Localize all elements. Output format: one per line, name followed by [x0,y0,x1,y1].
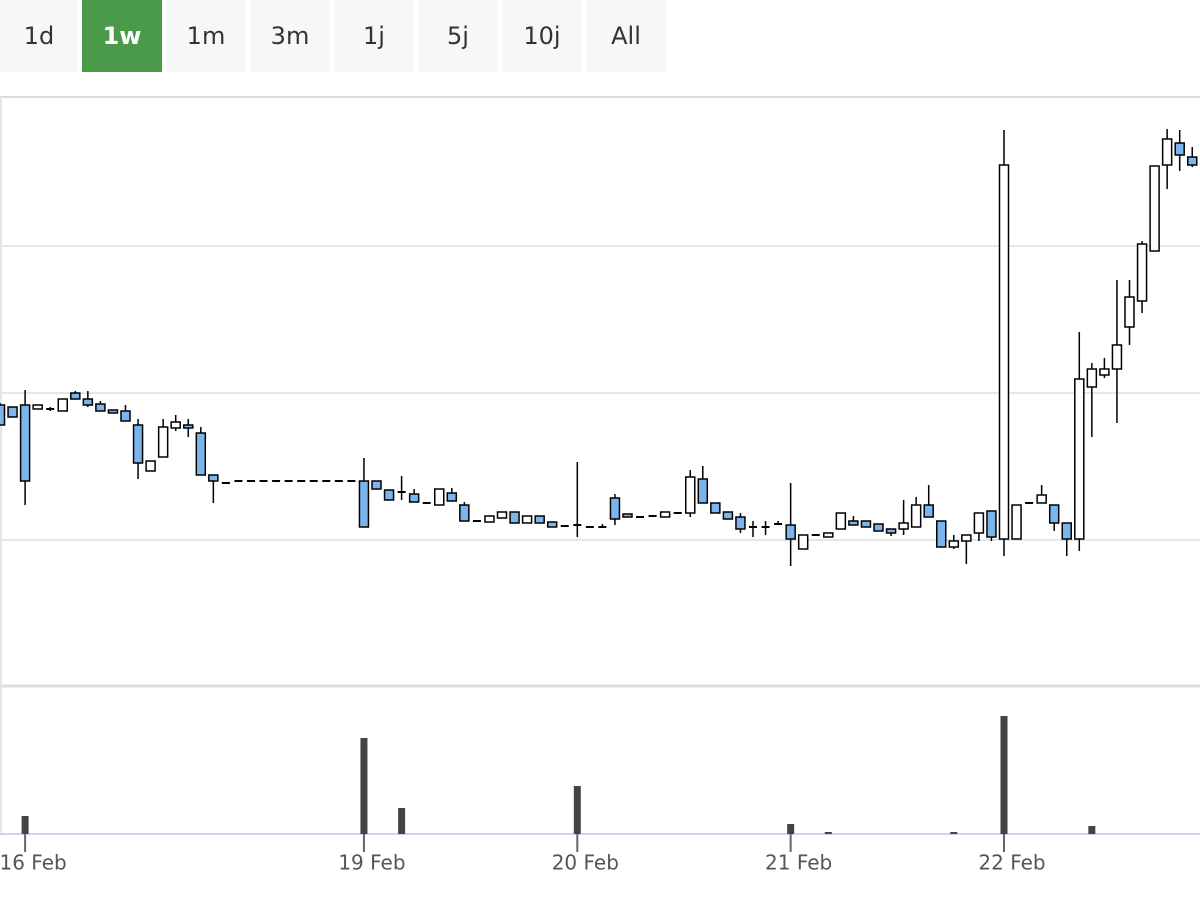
candle-body [509,511,520,524]
candle-body [383,489,395,501]
candle-body [885,528,897,534]
candle-body [484,515,495,523]
candle-body [434,488,445,506]
volume-bar [398,808,406,834]
candle-body [1099,368,1110,376]
candle-body [609,497,621,520]
candle-body [898,522,909,530]
candle-body [107,409,119,414]
candle-body [1086,368,1098,388]
candle-body [797,534,809,550]
candle-body [546,521,558,528]
candle-body [195,432,207,476]
candle-body [7,406,18,418]
candle-body [848,520,859,526]
candle-body [722,511,734,520]
candle-body [132,424,144,464]
candle-body [496,511,508,519]
candle-body [0,404,6,426]
candle-body [120,410,131,422]
candle-body [1136,243,1148,302]
volume-bar [950,832,958,834]
candle-body [1161,138,1173,166]
range-button[interactable]: 1w [82,0,162,72]
volume-bar [787,824,795,834]
candle-body [170,421,181,429]
candle-body [697,478,709,504]
candle-body [998,164,1010,540]
range-selector: 1d 1w 1m 3m 1j 5j 10j All [0,0,666,72]
candle-body [823,532,834,538]
candle-body [622,513,633,518]
candle-body [785,524,796,540]
candle-body [973,512,985,534]
candle-body [910,504,922,528]
candle-body [1124,296,1135,328]
candle-body [710,502,721,514]
candle-body [948,540,960,548]
x-tick-label: 22 Feb [978,851,1045,875]
candle-body [408,493,420,503]
range-button[interactable]: 10j [502,0,582,72]
candle-body [358,480,370,528]
candle-body [1074,378,1085,540]
candle-body [835,512,847,530]
volume-bar [21,816,29,834]
candle-body [371,480,382,490]
candle-body [986,510,997,538]
candle-body [659,511,671,518]
candle-body [70,392,81,400]
range-button[interactable]: 1j [334,0,414,72]
candle-body [1174,142,1185,156]
volume-bar [1088,826,1096,834]
volume-bar [824,832,832,834]
candle-body [1011,504,1022,540]
x-tick-label: 21 Feb [765,851,832,875]
candle-body [1061,522,1072,540]
candle-body [82,398,94,406]
volume-bar [573,786,581,834]
candle-body [157,426,169,458]
candle-body [860,520,872,528]
range-button[interactable]: 1d [0,0,78,72]
x-tick-label: 20 Feb [552,851,619,875]
range-button[interactable]: All [586,0,666,72]
candle-body [183,424,194,429]
candle-body [57,398,68,412]
candle-body [1048,504,1060,524]
candle-body [1036,494,1047,504]
candle-body [923,504,934,518]
candle-body [521,515,533,524]
range-button[interactable]: 1m [166,0,246,72]
candle-body [1111,344,1123,370]
candle-body [459,504,470,522]
candle-body [32,404,43,410]
candle-body [1149,165,1160,252]
candle-body [1187,156,1198,166]
range-button[interactable]: 5j [418,0,498,72]
range-button[interactable]: 3m [250,0,330,72]
candle-body [95,403,106,412]
volume-bar [1000,716,1008,834]
candle-body [735,516,746,530]
candle-body [534,515,545,524]
x-tick-label: 19 Feb [338,851,405,875]
candle-body [446,492,458,502]
candle-body [19,404,31,482]
candle-body [873,523,884,532]
x-tick-label: 16 Feb [0,851,67,875]
candle-body [208,474,219,482]
volume-bar [360,738,368,834]
candle-body [936,520,947,548]
candle-body [961,534,972,542]
candle-body [145,460,156,472]
candle-body [685,476,696,514]
